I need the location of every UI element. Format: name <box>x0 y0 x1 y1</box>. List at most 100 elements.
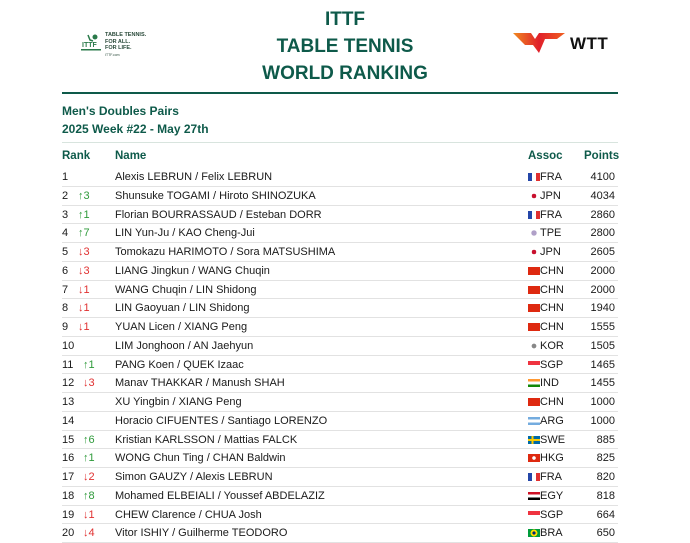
assoc-code: FRA <box>540 471 562 483</box>
assoc-code: CHN <box>540 264 564 277</box>
wtt-mark-icon <box>513 33 565 53</box>
rank-change: ↑1 <box>78 208 90 221</box>
table-row: 15 ↑6 Kristian KARLSSON / Mattias FALCK SWE… <box>62 431 618 450</box>
player-names: LIM Jonghoon / AN Jaehyun <box>115 339 254 352</box>
assoc-code: FRA <box>540 171 562 183</box>
column-header-assoc: Assoc <box>528 150 563 162</box>
flag-icon <box>528 191 540 200</box>
rank-change: ↓2 <box>83 471 95 483</box>
assoc-code: CHN <box>540 283 564 296</box>
table-row: 7 ↓1 WANG Chuqin / LIN Shidong CHN 2000 <box>62 281 618 300</box>
wtt-logo: WTT <box>513 31 623 57</box>
ranking-week: 2025 Week #22 - May 27th <box>62 122 209 136</box>
flag-icon <box>528 510 540 519</box>
table-row: 19 ↓1 CHEW Clarence / CHUA Josh SGP 664 <box>62 506 618 525</box>
table-row: 12 ↓3 Manav THAKKAR / Manush SHAH IND 1455 <box>62 374 618 393</box>
rank-change: ↓3 <box>78 264 90 277</box>
player-names: Tomokazu HARIMOTO / Sora MATSUSHIMA <box>115 246 336 258</box>
rank: 10 <box>62 339 75 352</box>
rank: 15 <box>62 433 75 446</box>
player-names: PANG Koen / QUEK Izaac <box>115 358 244 371</box>
table-row: 16 ↑1 WONG Chun Ting / CHAN Baldwin HKG 825 <box>62 449 618 468</box>
points: 1000 <box>590 414 615 427</box>
assoc-code: SWE <box>540 433 566 446</box>
points: 1505 <box>590 339 615 352</box>
rank-change: ↓3 <box>78 246 90 258</box>
rank: 20 <box>62 527 75 540</box>
player-names: Vitor ISHIY / Guilherme TEODORO <box>115 527 288 540</box>
assoc-code: CHN <box>540 302 564 315</box>
rank-change: ↑6 <box>83 433 95 446</box>
rank-change: ↓1 <box>78 283 90 296</box>
player-names: LIN Yun-Ju / KAO Cheng-Jui <box>115 227 255 240</box>
rank-change: ↑1 <box>83 358 95 371</box>
rank: 6 <box>62 264 69 277</box>
table-row: 8 ↓1 LIN Gaoyuan / LIN Shidong CHN 1940 <box>62 299 618 318</box>
player-names: LIN Gaoyuan / LIN Shidong <box>115 302 250 315</box>
column-header-rank: Rank <box>62 150 91 162</box>
ranking-category: Men's Doubles Pairs <box>62 104 179 118</box>
logo-line: FOR LIFE. <box>105 45 132 51</box>
flag-icon <box>528 248 540 256</box>
rank: 19 <box>62 508 75 521</box>
rank-change: ↑3 <box>78 189 90 202</box>
table-row: 4 ↑7 LIN Yun-Ju / KAO Cheng-Jui TPE 2800 <box>62 224 618 243</box>
points: 885 <box>596 433 615 446</box>
player-names: Shunsuke TOGAMI / Hiroto SHINOZUKA <box>115 189 316 202</box>
flag-icon <box>528 173 540 181</box>
rank: 2 <box>62 189 69 202</box>
points: 1465 <box>590 358 615 371</box>
page-title: ITTF TABLE TENNIS WORLD RANKING <box>0 6 690 87</box>
assoc-code: CHN <box>540 321 564 333</box>
rank-change: ↓1 <box>78 321 90 333</box>
table-row: 3 ↑1 Florian BOURRASSAUD / Esteban DORR FRA… <box>62 206 618 225</box>
flag-icon <box>528 323 540 331</box>
subtitle-divider <box>62 142 618 143</box>
rank: 1 <box>62 171 69 183</box>
points: 820 <box>596 471 615 483</box>
assoc-code: JPN <box>540 189 561 202</box>
table-row: 18 ↑8 Mohamed ELBEIALI / Youssef ABDELAZIZ… <box>62 487 618 506</box>
flag-icon <box>528 285 540 294</box>
rank-change: ↓1 <box>83 508 95 521</box>
points: 1940 <box>590 302 615 315</box>
flag-icon <box>528 473 540 481</box>
rank: 4 <box>62 227 69 240</box>
flag-icon <box>528 398 540 406</box>
points: 1000 <box>590 396 615 408</box>
ittf-player-icon: ITTF <box>81 34 101 51</box>
rank-change: ↑8 <box>83 489 95 502</box>
assoc-code: TPE <box>540 227 562 240</box>
table-row: 17 ↓2 Simon GAUZY / Alexis LEBRUN FRA 820 <box>62 468 618 487</box>
points: 1555 <box>590 321 615 333</box>
assoc-code: SGP <box>540 358 564 371</box>
player-names: Manav THAKKAR / Manush SHAH <box>115 377 285 390</box>
flag-icon <box>528 529 540 538</box>
flag-icon <box>528 360 540 369</box>
points: 650 <box>596 527 615 540</box>
points: 664 <box>596 508 615 521</box>
table-row: 6 ↓3 LIANG Jingkun / WANG Chuqin CHN 2000 <box>62 262 618 281</box>
flag-icon <box>528 341 540 350</box>
rank: 9 <box>62 321 69 333</box>
logo-line: FOR ALL. <box>105 38 131 45</box>
rank: 5 <box>62 246 69 258</box>
rank: 12 <box>62 377 75 390</box>
logo-line: ITTF.com <box>105 52 120 57</box>
column-header-name: Name <box>115 150 147 162</box>
player-names: CHEW Clarence / CHUA Josh <box>115 508 262 521</box>
points: 1455 <box>590 377 615 390</box>
assoc-code: BRA <box>540 527 563 540</box>
player-names: YUAN Licen / XIANG Peng <box>115 321 248 333</box>
ranking-subtitle: Men's Doubles Pairs 2025 Week #22 - May … <box>62 102 209 138</box>
assoc-code: SGP <box>540 508 564 521</box>
points: 2000 <box>590 264 615 277</box>
table-row: 2 ↑3 Shunsuke TOGAMI / Hiroto SHINOZUKA JPN… <box>62 187 618 206</box>
points: 825 <box>596 452 615 465</box>
flag-icon <box>528 491 540 500</box>
flag-icon <box>528 304 540 313</box>
player-names: Florian BOURRASSAUD / Esteban DORR <box>115 208 322 221</box>
assoc-code: KOR <box>540 339 564 352</box>
table-row: 9 ↓1 YUAN Licen / XIANG Peng CHN 1555 <box>62 318 618 337</box>
table-row: 11 ↑1 PANG Koen / QUEK Izaac SGP 1465 <box>62 356 618 375</box>
